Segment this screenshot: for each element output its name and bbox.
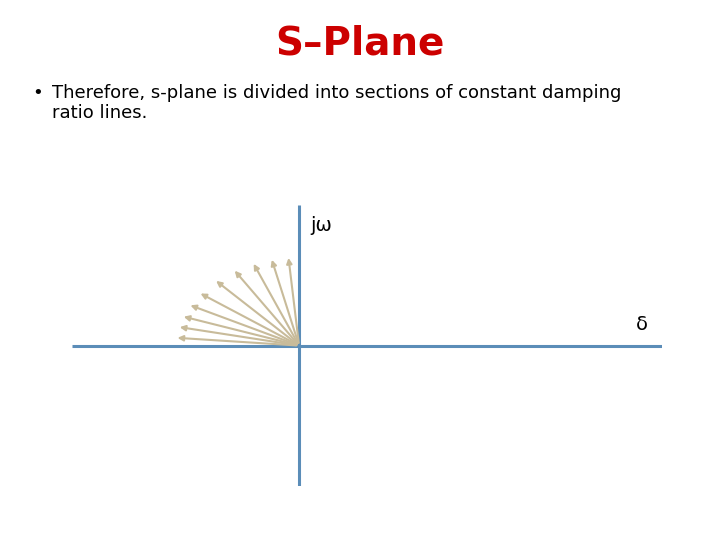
Text: •: • — [32, 84, 43, 102]
Text: jω: jω — [310, 217, 333, 235]
Text: S–Plane: S–Plane — [275, 24, 445, 62]
Text: Therefore, s-plane is divided into sections of constant damping
ratio lines.: Therefore, s-plane is divided into secti… — [52, 84, 621, 123]
Text: δ: δ — [636, 315, 648, 334]
